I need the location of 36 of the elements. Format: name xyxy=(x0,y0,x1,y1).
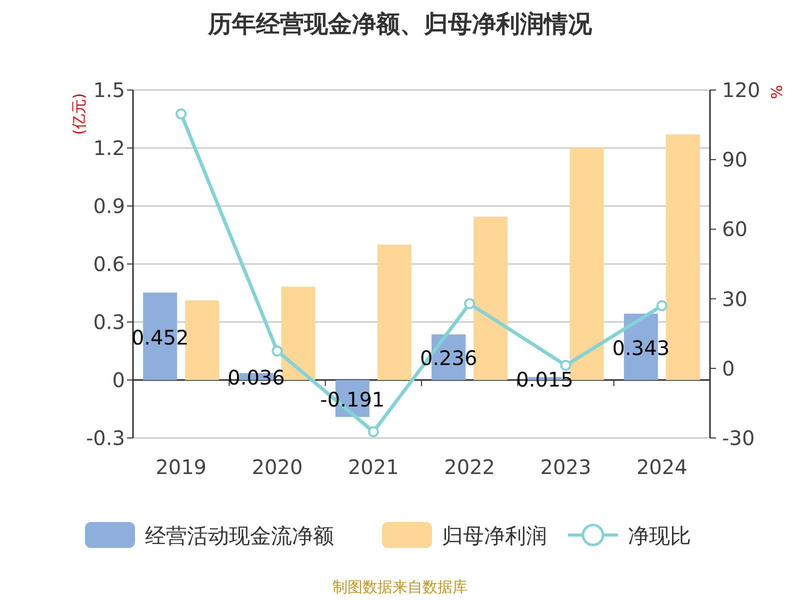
point xyxy=(464,298,476,310)
chart-title: 历年经营现金净额、归母净利润情况 xyxy=(207,10,593,38)
y-tick-label: 0 xyxy=(112,368,125,392)
legend-label: 净现比 xyxy=(628,524,691,548)
x-tick-label: 2023 xyxy=(540,455,592,479)
y2-tick-label: 90 xyxy=(722,148,748,172)
y2-tick-label: 30 xyxy=(722,286,748,311)
x-tick-label: 2020 xyxy=(252,455,303,479)
y2-tick-label: -30 xyxy=(722,426,755,450)
y-tick-label: 1.5 xyxy=(93,78,125,102)
data-label: -0.191 xyxy=(320,387,385,412)
y2-tick-label: 60 xyxy=(722,217,748,242)
data-label: 0.236 xyxy=(420,346,478,370)
point xyxy=(368,426,379,438)
bar xyxy=(185,300,220,380)
y2-tick-label: 120 xyxy=(722,78,760,102)
x-tick-label: 2022 xyxy=(444,455,496,479)
bar xyxy=(377,244,412,380)
point xyxy=(176,108,187,120)
x-tick-label: 2021 xyxy=(348,455,399,479)
x-tick-label: 2019 xyxy=(156,455,207,479)
y-tick-label: 0.9 xyxy=(93,194,125,218)
point xyxy=(272,346,283,356)
data-label: 0.343 xyxy=(612,336,670,360)
y2-tick-label: 0 xyxy=(722,356,735,380)
point xyxy=(656,300,668,312)
x-tick-label: 2024 xyxy=(636,455,688,479)
y-tick-label: 0.3 xyxy=(93,310,125,334)
legend-label: 归母净利润 xyxy=(442,524,547,548)
y-tick-label: 0.6 xyxy=(93,252,125,276)
y-tick-label: 1.2 xyxy=(93,136,125,160)
y2-axis-title: % xyxy=(768,84,786,100)
text: 制图数据来自数据库 xyxy=(332,578,468,596)
legend-label: 经营活动现金流净额 xyxy=(145,524,334,548)
y-axis-title: (亿元) xyxy=(70,93,88,135)
y-tick-label: -0.3 xyxy=(86,426,125,450)
